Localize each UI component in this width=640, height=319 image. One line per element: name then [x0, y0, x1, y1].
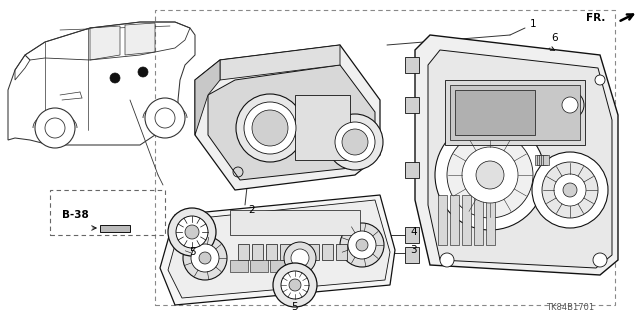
Bar — [266, 244, 277, 260]
Circle shape — [176, 216, 208, 248]
Bar — [280, 244, 291, 260]
Bar — [474, 195, 483, 245]
Polygon shape — [195, 60, 220, 135]
Circle shape — [273, 263, 317, 307]
Polygon shape — [160, 195, 395, 305]
Bar — [405, 247, 419, 263]
Bar — [295, 95, 350, 160]
Bar — [455, 90, 535, 135]
Polygon shape — [208, 65, 375, 180]
Text: 6: 6 — [552, 33, 558, 43]
Circle shape — [291, 249, 309, 267]
Circle shape — [168, 208, 216, 256]
Circle shape — [284, 242, 316, 274]
Bar — [539, 155, 545, 165]
Bar — [543, 155, 549, 165]
Bar — [238, 244, 249, 260]
Circle shape — [335, 122, 375, 162]
Bar — [50, 190, 165, 235]
Circle shape — [340, 223, 384, 267]
Circle shape — [348, 231, 376, 259]
Bar — [462, 195, 471, 245]
Bar — [486, 195, 495, 245]
Text: FR.: FR. — [586, 13, 605, 23]
Circle shape — [183, 236, 227, 280]
Text: 2: 2 — [248, 205, 255, 215]
Bar — [336, 244, 347, 260]
Circle shape — [199, 252, 211, 264]
Bar — [294, 244, 305, 260]
Text: 4: 4 — [410, 227, 417, 237]
Circle shape — [145, 98, 185, 138]
Circle shape — [595, 75, 605, 85]
Circle shape — [562, 97, 578, 113]
Bar — [322, 244, 333, 260]
Text: 1: 1 — [530, 19, 536, 29]
Polygon shape — [100, 225, 130, 232]
Bar — [405, 162, 419, 178]
Bar — [252, 244, 263, 260]
Circle shape — [593, 253, 607, 267]
Bar — [535, 155, 541, 165]
Circle shape — [185, 225, 199, 239]
Bar — [541, 155, 547, 165]
Circle shape — [236, 94, 304, 162]
Text: B-38: B-38 — [62, 210, 89, 220]
Bar — [450, 85, 580, 140]
Bar — [438, 195, 447, 245]
Circle shape — [110, 73, 120, 83]
Bar — [230, 210, 360, 235]
Bar — [230, 260, 248, 272]
Bar — [405, 227, 419, 243]
Text: TK84B1701: TK84B1701 — [546, 303, 594, 313]
Circle shape — [462, 147, 518, 203]
Polygon shape — [428, 50, 612, 268]
Text: 5: 5 — [292, 302, 298, 312]
Polygon shape — [168, 200, 390, 298]
Circle shape — [252, 110, 288, 146]
Bar — [445, 80, 585, 145]
Bar — [308, 244, 319, 260]
Bar — [537, 155, 543, 165]
Polygon shape — [415, 35, 618, 275]
Circle shape — [556, 91, 584, 119]
Bar — [450, 195, 459, 245]
Circle shape — [191, 244, 219, 272]
Polygon shape — [195, 45, 380, 190]
Circle shape — [356, 239, 368, 251]
Polygon shape — [125, 23, 155, 55]
Circle shape — [138, 67, 148, 77]
Polygon shape — [90, 26, 120, 60]
Circle shape — [327, 114, 383, 170]
Circle shape — [447, 132, 533, 218]
Bar — [405, 97, 419, 113]
Bar — [250, 260, 268, 272]
Circle shape — [435, 120, 545, 230]
Circle shape — [289, 279, 301, 291]
Circle shape — [281, 271, 309, 299]
Circle shape — [244, 102, 296, 154]
Bar — [270, 260, 288, 272]
Circle shape — [476, 161, 504, 189]
Circle shape — [563, 183, 577, 197]
Circle shape — [440, 253, 454, 267]
Bar — [405, 57, 419, 73]
Circle shape — [342, 129, 368, 155]
Circle shape — [554, 174, 586, 206]
Text: 3: 3 — [410, 245, 417, 255]
Polygon shape — [220, 45, 340, 80]
Circle shape — [532, 152, 608, 228]
Circle shape — [35, 108, 75, 148]
Text: 5: 5 — [189, 247, 195, 257]
Circle shape — [542, 162, 598, 218]
Bar — [155, 10, 615, 305]
